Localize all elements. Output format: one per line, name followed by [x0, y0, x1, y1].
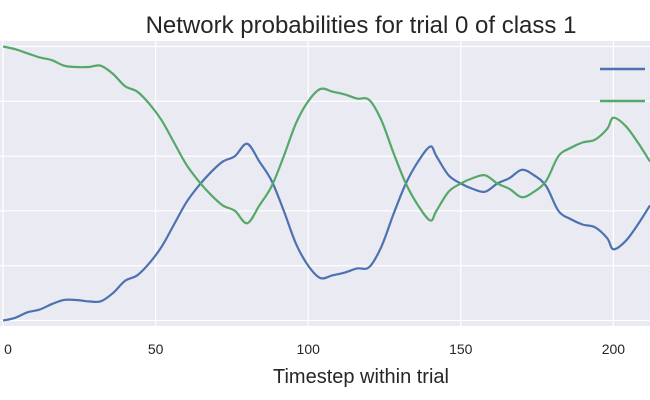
grid: [0, 41, 650, 326]
legend: [600, 67, 645, 103]
series-line-1: [2, 142, 650, 322]
series-line-2: [2, 45, 650, 225]
plot-area: [0, 41, 650, 326]
x-tick-label: 100: [297, 341, 321, 357]
x-axis-label: Timestep within trial: [273, 366, 449, 388]
x-tick-labels: 0 50 100 150 200: [4, 341, 625, 357]
x-tick-label: 200: [602, 341, 626, 357]
series-lines: [2, 45, 650, 322]
x-tick-label: 50: [148, 341, 164, 357]
x-tick-label: 0: [4, 341, 12, 357]
x-tick-label: 150: [449, 341, 473, 357]
chart-title: Network probabilities for trial 0 of cla…: [146, 12, 577, 39]
